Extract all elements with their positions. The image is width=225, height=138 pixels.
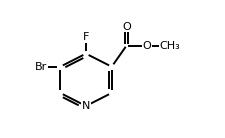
Text: O: O (142, 41, 151, 51)
Text: O: O (122, 22, 130, 32)
Text: Br: Br (35, 62, 47, 72)
Text: CH₃: CH₃ (158, 41, 179, 51)
Text: F: F (82, 32, 89, 42)
Text: N: N (81, 101, 90, 111)
